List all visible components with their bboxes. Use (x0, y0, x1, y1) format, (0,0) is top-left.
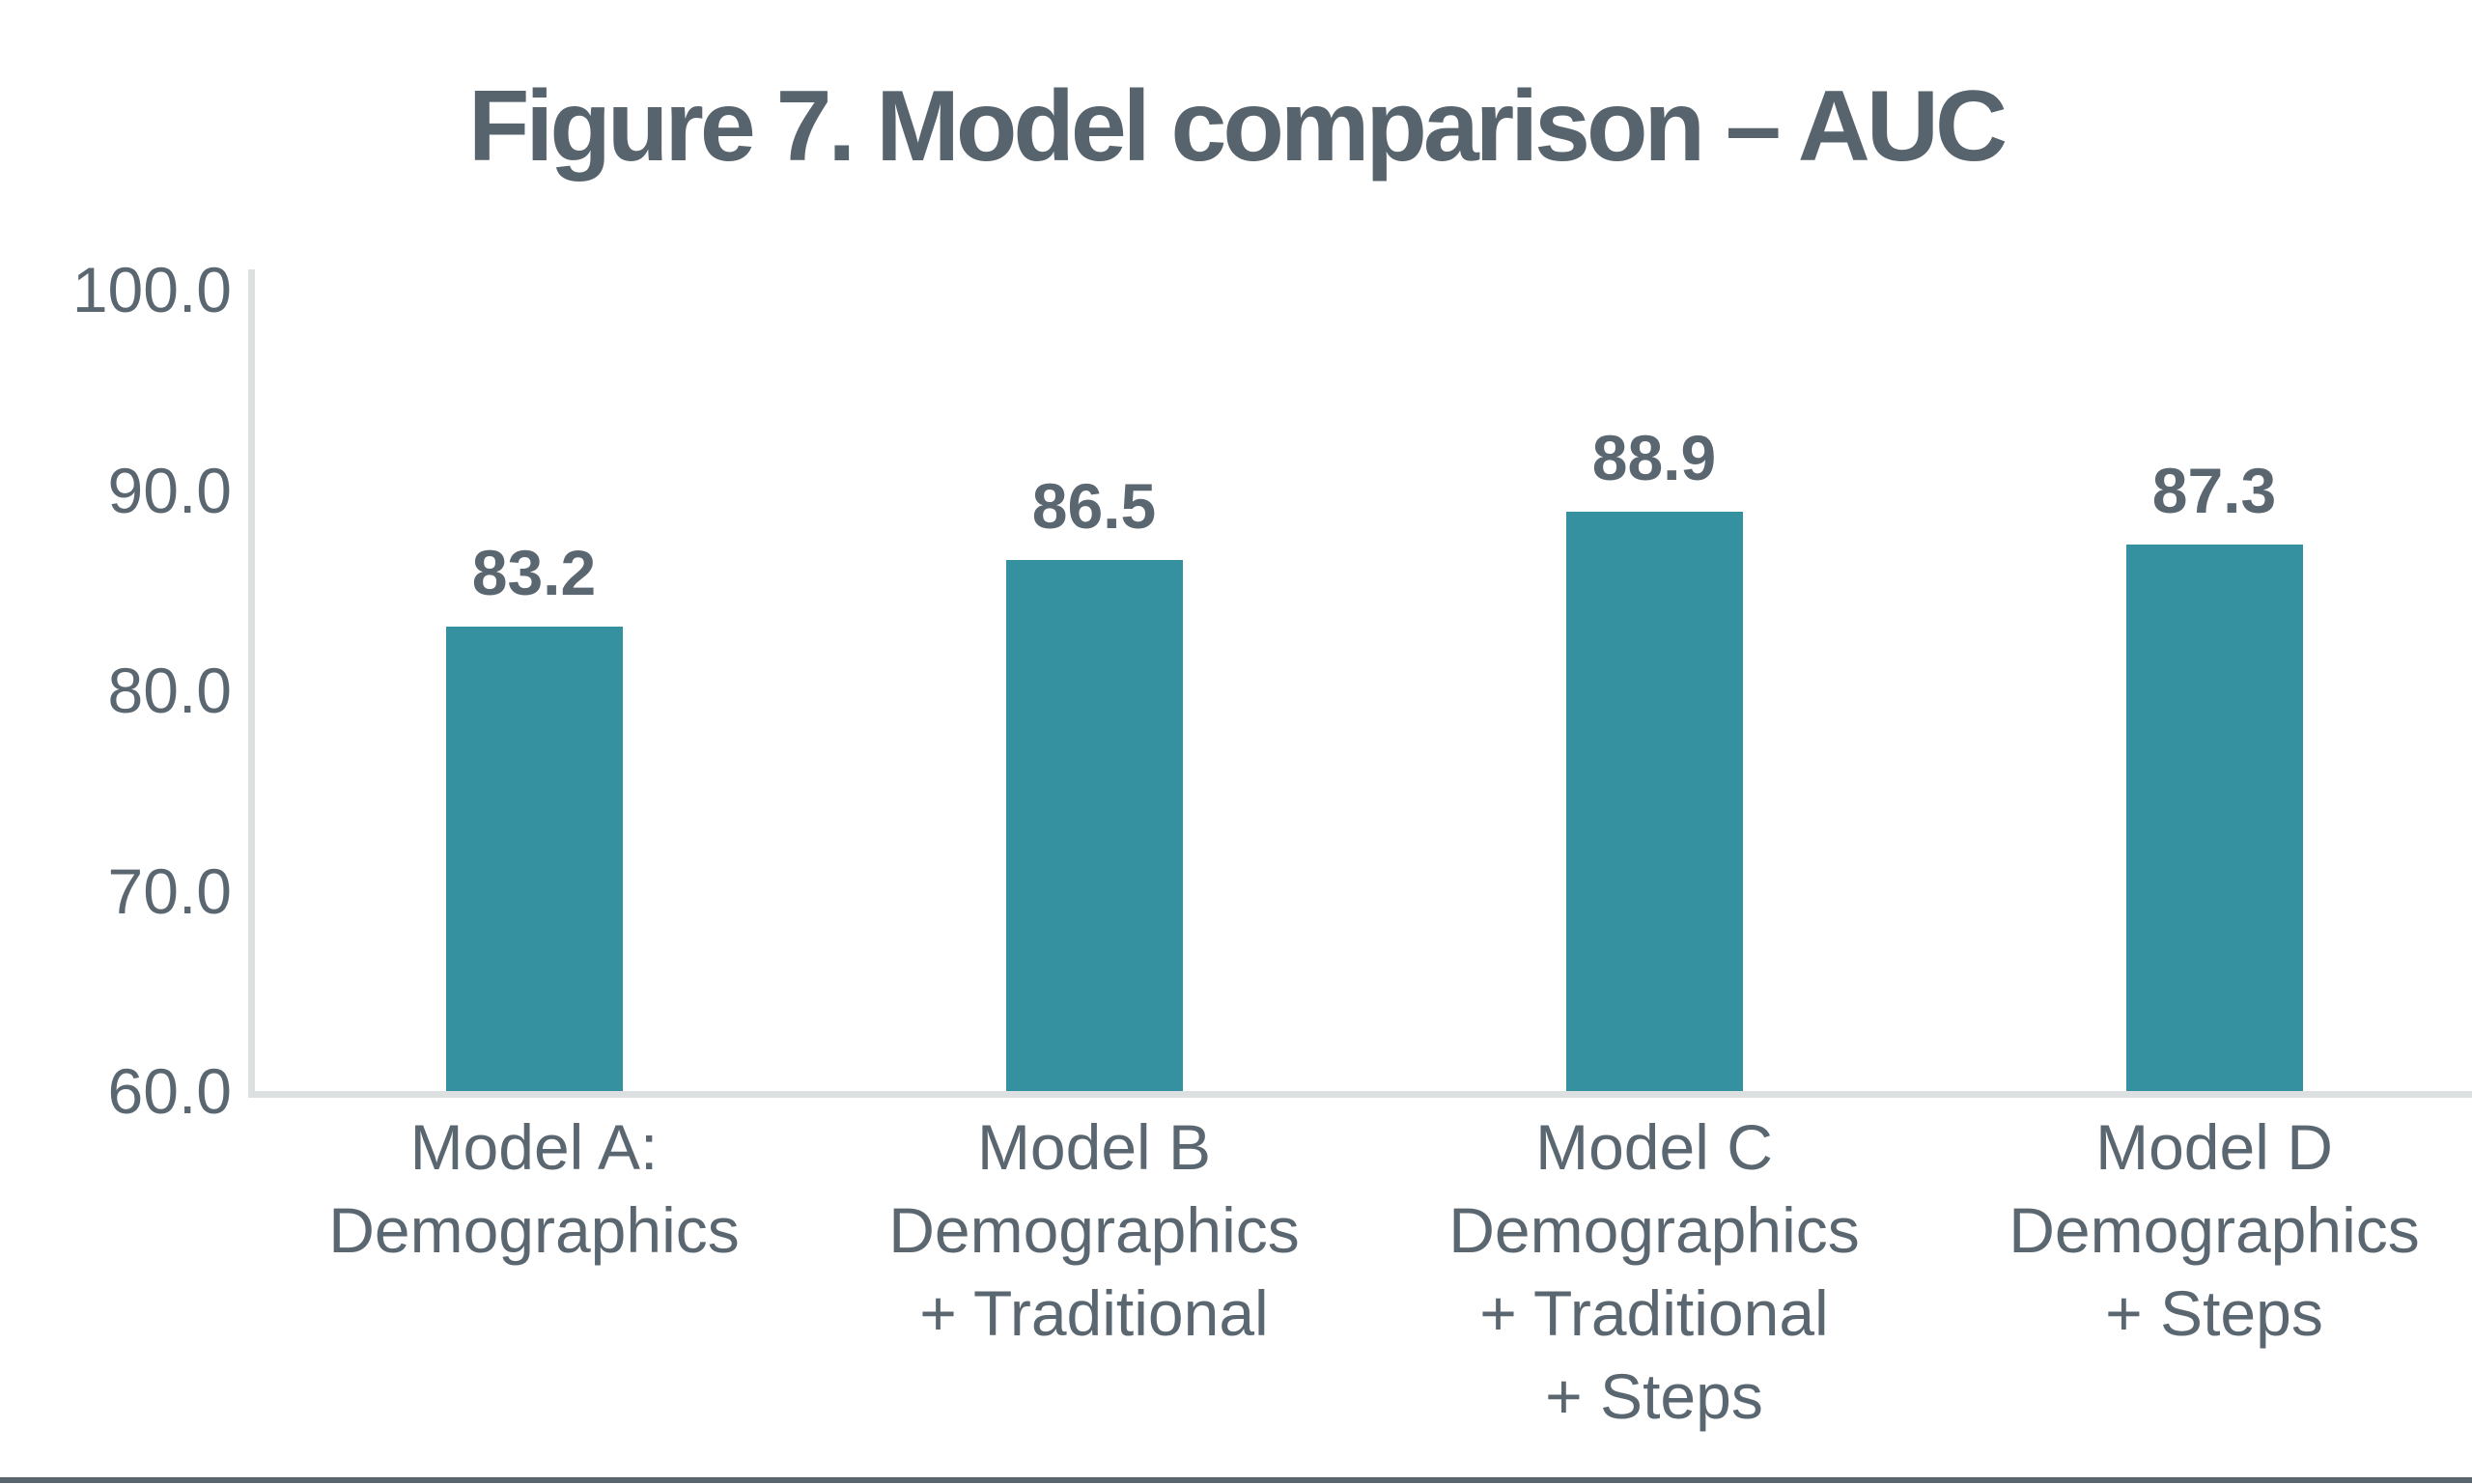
chart-title: Figure 7. Model comparison – AUC (467, 70, 2008, 182)
bar-model-a (445, 626, 623, 1091)
y-tick-label: 80.0 (107, 655, 232, 726)
y-tick-label: 100.0 (71, 254, 232, 325)
x-axis-label: Model C Demographics + Traditional + Ste… (1448, 1111, 1860, 1432)
bar-value-label: 83.2 (471, 536, 597, 608)
x-axis-label: Model B Demographics + Traditional (888, 1111, 1300, 1349)
x-axis-label: Model A: Demographics (328, 1111, 740, 1266)
bar-value-label: 87.3 (2151, 454, 2277, 526)
y-axis-line (248, 269, 255, 1098)
bar-model-c (1565, 512, 1743, 1091)
bar-model-b (1005, 560, 1183, 1091)
bar-value-label: 88.9 (1591, 422, 1717, 494)
y-tick-label: 70.0 (107, 854, 232, 927)
y-tick-label: 90.0 (107, 454, 232, 526)
x-axis-line (248, 1091, 2472, 1098)
bar-value-label: 86.5 (1031, 470, 1157, 543)
x-axis-label: Model D Demographics + Steps (2008, 1111, 2420, 1349)
y-tick-label: 60.0 (107, 1055, 232, 1127)
bottom-rule (0, 1477, 2472, 1483)
bar-model-d (2125, 544, 2303, 1091)
